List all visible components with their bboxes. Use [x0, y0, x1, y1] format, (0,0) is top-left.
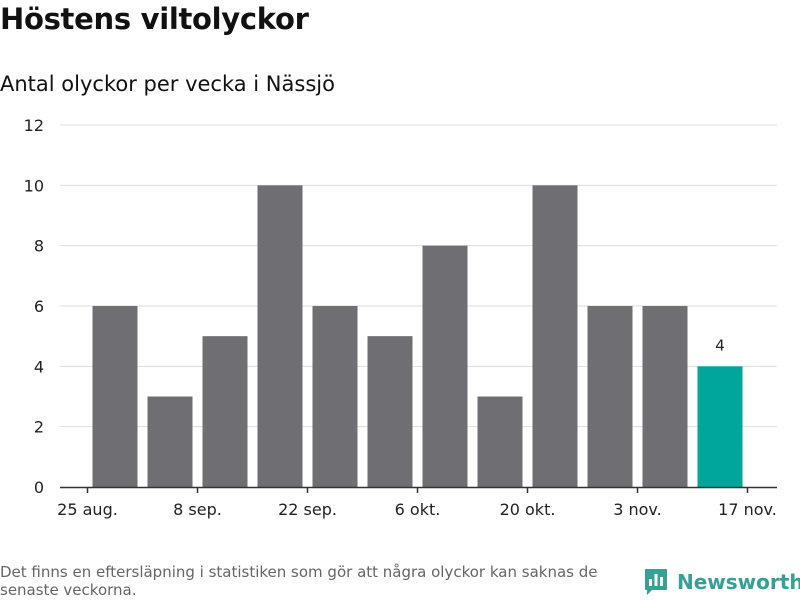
newsworthy-logo-icon: [645, 569, 667, 595]
chart-subtitle: Antal olyckor per vecka i Nässjö: [0, 72, 335, 96]
x-tick-label: 17 nov.: [718, 500, 777, 519]
bar: [202, 336, 248, 487]
y-tick-label: 10: [24, 176, 44, 195]
y-tick-label: 0: [34, 478, 44, 497]
bar: [477, 396, 523, 487]
x-tick-label: 3 nov.: [613, 500, 662, 519]
bar: [532, 185, 578, 488]
bar-chart: 0 2 4 6 8 10 12 4 25 aug. 8 sep. 22 sep. 6 okt. 20 o…: [24, 116, 777, 519]
x-tick-label: 6 okt.: [395, 500, 441, 519]
bar: [312, 306, 358, 487]
bar: [642, 306, 688, 487]
y-tick-label: 2: [34, 418, 44, 437]
y-tick-label: 6: [34, 297, 44, 316]
footnote: Det finns en eftersläpning i statistiken…: [0, 563, 598, 599]
chart-title: Höstens viltolyckor: [0, 2, 309, 36]
y-tick-label: 8: [34, 237, 44, 256]
bar: [422, 245, 468, 487]
bar: [587, 306, 633, 487]
bar: [257, 185, 303, 488]
data-label: 4: [715, 336, 725, 354]
brand-name: Newsworthy: [677, 570, 800, 594]
bar: [147, 396, 193, 487]
y-tick-label: 4: [34, 357, 44, 376]
x-tick-label: 8 sep.: [173, 500, 222, 519]
bar: [92, 306, 138, 487]
brand-logo[interactable]: Newsworthy: [644, 568, 800, 596]
x-tick-label: 20 okt.: [500, 500, 556, 519]
y-tick-label: 12: [24, 116, 44, 135]
x-tick-label: 25 aug.: [57, 500, 118, 519]
bar: [367, 336, 413, 487]
bar-highlight: [697, 366, 743, 487]
x-tick-label: 22 sep.: [278, 500, 337, 519]
